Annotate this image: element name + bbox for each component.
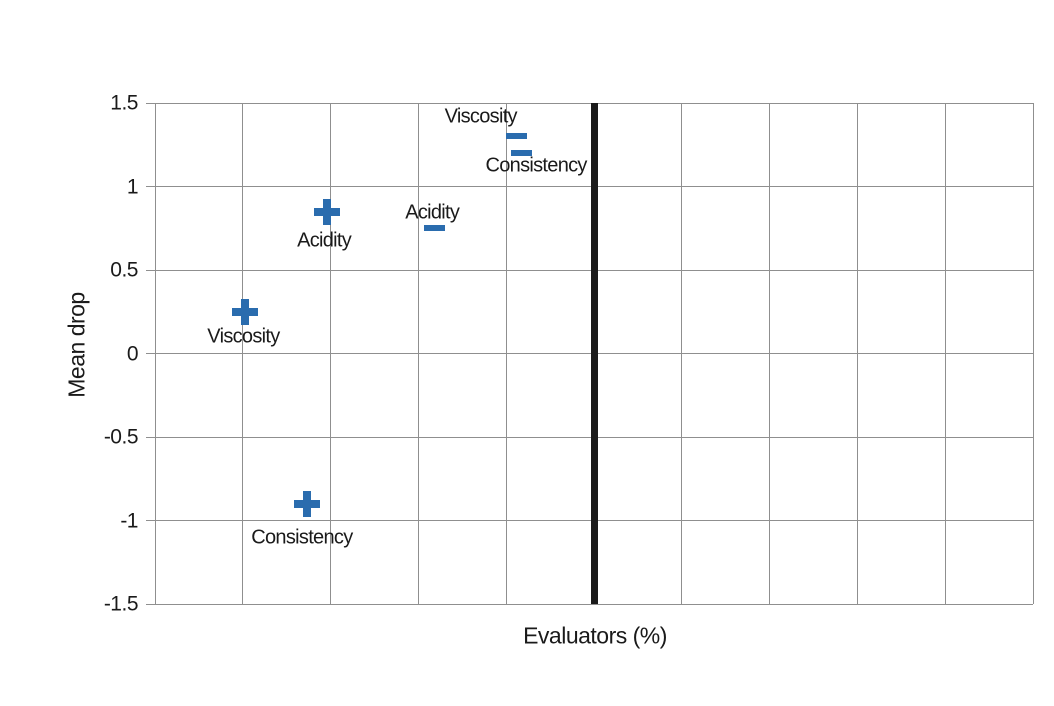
y-tick-label: 0 [126,342,139,365]
marker-plus-consistency [293,490,320,517]
plus-vertical-bar [323,198,332,225]
plot-area: Acidity Viscosity Consistency Viscosity Cons… [154,102,1034,605]
y-tick-mark [146,436,155,438]
plus-vertical-bar [241,298,250,325]
plus-vertical-bar [302,490,311,517]
point-label-acidity-plus: Acidity [297,229,352,252]
marker-minus-acidity [423,225,445,232]
point-label-viscosity-plus: Viscosity [207,325,280,348]
reference-line [590,103,598,604]
y-tick-label: -0.5 [103,425,139,449]
y-tick-mark [146,603,155,605]
point-label-acidity-minus: Acidity [405,201,460,224]
y-tick-label: 1 [126,175,139,198]
y-tick-mark [146,269,155,271]
marker-plus-viscosity [232,298,259,325]
point-label-viscosity-minus: Viscosity [444,105,518,128]
point-label-consistency-minus: Consistency [485,154,588,177]
marker-minus-viscosity [506,133,528,140]
y-tick-label: 0.5 [110,258,138,282]
x-gridline [1032,103,1034,604]
y-tick-label: -1.5 [103,592,139,616]
y-tick-mark [146,353,155,354]
y-tick-label: -1 [120,509,138,532]
x-axis-title: Evaluators (%) [523,622,667,649]
y-tick-mark [146,102,155,104]
y-tick-label: 1.5 [110,91,138,115]
y-gridline [155,603,1033,605]
y-tick-mark [146,520,155,521]
point-label-consistency-plus: Consistency [251,526,353,549]
y-tick-mark [146,186,155,187]
marker-plus-acidity [314,198,341,225]
marker-minus-consistency [510,150,532,157]
